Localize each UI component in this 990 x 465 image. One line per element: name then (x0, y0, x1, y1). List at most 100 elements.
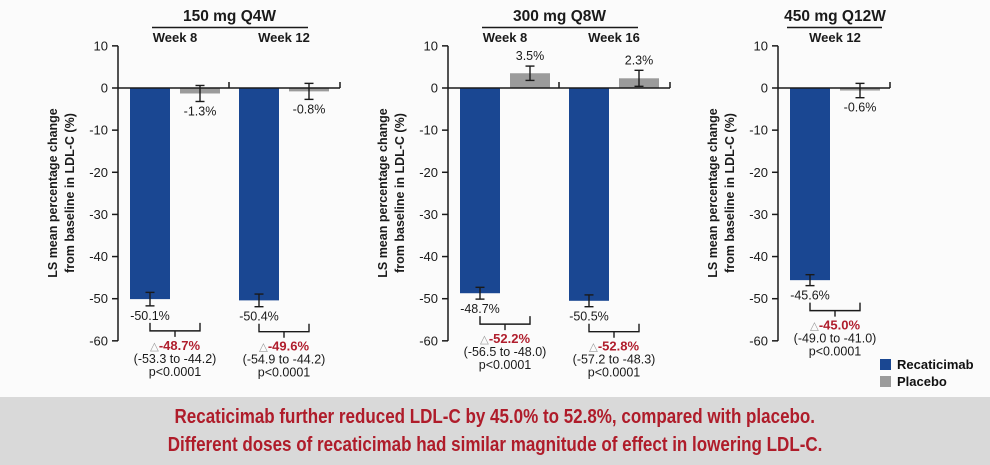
triangle-icon: △ (150, 341, 160, 353)
panel-title: 450 mg Q12W (784, 8, 886, 25)
error-bar (145, 291, 155, 307)
error-bar (805, 273, 815, 287)
triangle-icon: △ (259, 342, 269, 354)
recaticimab-value-label: -48.7% (460, 302, 500, 316)
difference-bracket (809, 302, 861, 317)
week-label: Week 12 (809, 30, 861, 45)
y-axis-title-line1: LS mean percentage change (706, 108, 720, 278)
placebo-value-label: 2.3% (625, 53, 654, 67)
y-tick-label: 0 (431, 81, 438, 96)
panel-title: 150 mg Q4W (183, 8, 276, 25)
p-value-label: p<0.0001 (588, 366, 641, 380)
y-tick-label: -10 (419, 123, 438, 138)
legend-item-recaticimab: Recaticimab (880, 358, 974, 371)
y-tick-label: -20 (89, 165, 108, 180)
triangle-icon: △ (480, 334, 490, 346)
y-axis-title-line2: from baseline in LDL-C (%) (393, 113, 407, 273)
y-axis-title-line1: LS mean percentage change (376, 108, 390, 278)
y-tick-label: 10 (424, 38, 438, 53)
error-bar (254, 293, 264, 308)
difference-bracket (258, 323, 310, 338)
placebo-value-label: -1.3% (184, 104, 217, 118)
recaticimab-bar (130, 88, 170, 300)
placebo-value-label: -0.6% (844, 101, 877, 115)
recaticimab-swatch (880, 359, 891, 370)
y-tick-label: -60 (419, 333, 438, 348)
placebo-swatch (880, 376, 891, 387)
p-value-label: p<0.0001 (258, 366, 311, 380)
p-value-label: p<0.0001 (149, 365, 202, 379)
week-label: Week 16 (588, 30, 640, 45)
difference-bracket (479, 316, 531, 331)
y-tick-label: -60 (749, 333, 768, 348)
recaticimab-bar (790, 88, 830, 281)
difference-bracket (588, 323, 640, 338)
ci-label: (-56.5 to -48.0) (464, 345, 547, 359)
panel-300-mg-q8w: 300 mg Q8W Week 8 Week 16 10 0 -10 -20 -30 -40 -5… (376, 8, 671, 380)
recaticimab-bar (460, 88, 500, 294)
summary-banner: Recaticimab further reduced LDL-C by 45.… (0, 397, 990, 465)
y-tick-label: -50 (419, 291, 438, 306)
triangle-icon: △ (810, 321, 820, 333)
y-tick-label: 0 (101, 81, 108, 96)
ci-label: (-54.9 to -44.2) (243, 353, 326, 367)
y-tick-label: 10 (94, 38, 108, 53)
delta-label: △-45.0% (810, 318, 860, 333)
legend: Recaticimab Placebo (880, 358, 974, 388)
error-bar (525, 65, 535, 82)
difference-bracket (149, 322, 201, 337)
y-axis-title-line2: from baseline in LDL-C (%) (723, 113, 737, 273)
recaticimab-value-label: -45.6% (790, 289, 830, 303)
y-tick-label: 0 (761, 81, 768, 96)
summary-line-2: Different doses of recaticimab had simil… (167, 434, 823, 456)
placebo-value-label: -0.8% (293, 102, 326, 116)
p-value-label: p<0.0001 (479, 358, 532, 372)
ci-label: (-57.2 to -48.3) (573, 353, 656, 367)
legend-label-placebo: Placebo (897, 374, 947, 389)
error-bar (304, 82, 314, 101)
error-bar (855, 82, 865, 99)
week-label: Week 8 (153, 30, 198, 45)
error-bar (634, 69, 644, 88)
week-label: Week 12 (258, 30, 310, 45)
y-tick-label: -30 (89, 207, 108, 222)
y-tick-label: -40 (89, 249, 108, 264)
delta-label: △-52.2% (480, 331, 530, 346)
y-tick-label: -40 (419, 249, 438, 264)
placebo-value-label: 3.5% (516, 49, 545, 63)
y-tick-label: -50 (749, 291, 768, 306)
ci-label: (-49.0 to -41.0) (794, 332, 877, 346)
y-tick-label: -50 (89, 291, 108, 306)
y-tick-label: -10 (89, 123, 108, 138)
y-tick-label: 10 (754, 38, 768, 53)
summary-line-1: Recaticimab further reduced LDL-C by 45.… (174, 406, 816, 428)
ci-label: (-53.3 to -44.2) (134, 352, 217, 366)
legend-item-placebo: Placebo (880, 375, 974, 388)
recaticimab-bar (569, 88, 609, 301)
recaticimab-value-label: -50.5% (569, 310, 609, 324)
y-axis-title-line2: from baseline in LDL-C (%) (63, 113, 77, 273)
error-bar (584, 294, 594, 308)
y-tick-label: -20 (749, 165, 768, 180)
recaticimab-value-label: -50.4% (239, 310, 279, 324)
y-axis-title-line1: LS mean percentage change (46, 108, 60, 278)
recaticimab-value-label: -50.1% (130, 309, 170, 323)
y-tick-label: -60 (89, 333, 108, 348)
y-tick-label: -30 (749, 207, 768, 222)
legend-label-recaticimab: Recaticimab (897, 357, 974, 372)
delta-label: △-52.8% (589, 339, 639, 354)
y-tick-label: -40 (749, 249, 768, 264)
y-tick-label: -10 (749, 123, 768, 138)
recaticimab-bar (239, 88, 279, 301)
chart-panels: 150 mg Q4W Week 8 Week 12 10 0 -10 -20 -30 -40 -5… (46, 8, 891, 380)
p-value-label: p<0.0001 (809, 345, 862, 359)
panel-title: 300 mg Q8W (513, 8, 606, 25)
error-bar (195, 84, 205, 103)
y-tick-label: -20 (419, 165, 438, 180)
delta-label: △-48.7% (150, 338, 200, 353)
panel-450-mg-q12w: 450 mg Q12W Week 12 10 0 -10 -20 -30 -40 -50 -60 L… (706, 8, 891, 359)
triangle-icon: △ (589, 342, 599, 354)
delta-label: △-49.6% (259, 339, 309, 354)
y-tick-label: -30 (419, 207, 438, 222)
